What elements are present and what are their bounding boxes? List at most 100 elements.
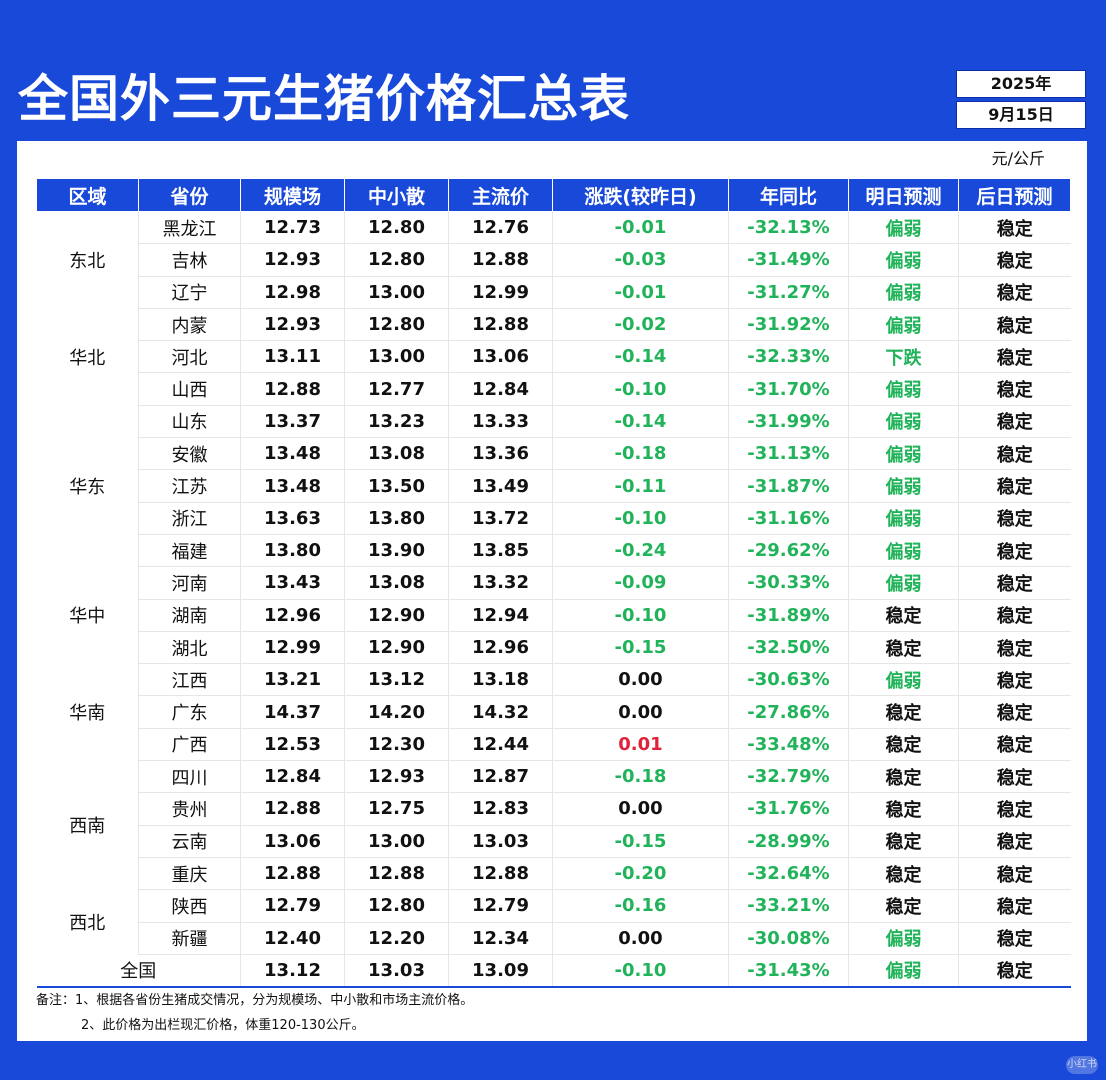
forecast-after-cell: 稳定 xyxy=(958,437,1071,471)
forecast-tomorrow-cell: 稳定 xyxy=(848,889,959,923)
small-farm-price-cell: 13.80 xyxy=(344,502,449,535)
province-cell: 河南 xyxy=(138,566,241,600)
forecast-tomorrow-cell: 偏弱 xyxy=(848,437,959,471)
forecast-after-cell: 稳定 xyxy=(958,922,1071,955)
change-cell: -0.10 xyxy=(552,599,729,632)
yoy-cell: -33.48% xyxy=(728,728,849,762)
forecast-tomorrow-cell: 偏弱 xyxy=(848,663,959,697)
header-change: 涨跌(较昨日) xyxy=(552,178,729,212)
forecast-after-cell: 稳定 xyxy=(958,825,1071,858)
table-row: 华南 江西 13.21 13.12 13.18 0.00 -30.63% 偏弱 稳定 xyxy=(37,663,1071,724)
main-price-cell: 12.88 xyxy=(448,243,553,277)
yoy-cell: -31.70% xyxy=(728,372,849,406)
region-cell: 华东 xyxy=(69,477,106,499)
province-cell: 云南 xyxy=(138,825,241,858)
main-price-cell: 13.72 xyxy=(448,502,553,535)
change-cell: -0.16 xyxy=(552,889,729,923)
table-row: 华中 河南 13.43 13.08 13.32 -0.09 -30.33% 偏弱 稳定 xyxy=(37,566,1071,627)
main-price-cell: 12.44 xyxy=(448,728,553,762)
forecast-after-cell: 稳定 xyxy=(958,566,1071,600)
change-cell: -0.18 xyxy=(552,760,729,794)
change-cell: -0.09 xyxy=(552,566,729,600)
region-cell: 华中 xyxy=(69,606,106,628)
main-price-cell: 12.84 xyxy=(448,372,553,406)
forecast-tomorrow-cell: 稳定 xyxy=(848,792,959,826)
table-row: 华北 内蒙 12.93 12.80 12.88 -0.02 -31.92% 偏弱 稳定 xyxy=(37,308,1071,369)
large-farm-price-cell: 13.12 xyxy=(240,954,345,989)
yoy-cell: -32.64% xyxy=(728,857,849,891)
main-price-cell: 13.09 xyxy=(448,954,553,989)
province-cell: 浙江 xyxy=(138,502,241,535)
small-farm-price-cell: 12.90 xyxy=(344,631,449,665)
yoy-cell: -31.16% xyxy=(728,502,849,535)
table-row: 江苏 13.48 13.50 13.49 -0.11 -31.87% 偏弱 稳定 xyxy=(37,469,1071,503)
province-cell: 江苏 xyxy=(138,469,241,503)
yoy-cell: -32.79% xyxy=(728,760,849,794)
large-farm-price-cell: 13.37 xyxy=(240,405,345,439)
change-cell: -0.15 xyxy=(552,631,729,665)
large-farm-price-cell: 12.93 xyxy=(240,243,345,277)
province-cell: 重庆 xyxy=(138,857,241,891)
small-farm-price-cell: 12.80 xyxy=(344,211,449,245)
forecast-tomorrow-cell: 偏弱 xyxy=(848,372,959,406)
table-row: 湖北 12.99 12.90 12.96 -0.15 -32.50% 稳定 稳定 xyxy=(37,631,1071,665)
main-price-cell: 12.88 xyxy=(448,308,553,342)
price-table: 区域 省份 规模场 中小散 主流价 涨跌(较昨日) 年同比 明日预测 后日预测 … xyxy=(36,178,1071,989)
main-price-cell: 13.03 xyxy=(448,825,553,858)
small-farm-price-cell: 12.20 xyxy=(344,922,449,955)
change-cell: -0.11 xyxy=(552,469,729,503)
large-farm-price-cell: 13.21 xyxy=(240,663,345,697)
note-1: 备注：1、根据各省份生猪成交情况，分为规模场、中小散和市场主流价格。 xyxy=(36,993,474,1008)
table-row: 河北 13.11 13.00 13.06 -0.14 -32.33% 下跌 稳定 xyxy=(37,340,1071,374)
yoy-cell: -31.27% xyxy=(728,276,849,309)
small-farm-price-cell: 12.90 xyxy=(344,599,449,632)
yoy-cell: -31.49% xyxy=(728,243,849,277)
small-farm-price-cell: 13.50 xyxy=(344,469,449,503)
small-farm-price-cell: 12.80 xyxy=(344,889,449,923)
province-cell: 安徽 xyxy=(138,437,241,471)
province-cell: 山东 xyxy=(138,405,241,439)
table-row: 西南 四川 12.84 12.93 12.87 -0.18 -32.79% 稳定 稳定 xyxy=(37,760,1071,837)
forecast-tomorrow-cell: 稳定 xyxy=(848,599,959,632)
total-label-cell: 全国 xyxy=(36,954,241,989)
small-farm-price-cell: 13.08 xyxy=(344,566,449,600)
forecast-tomorrow-cell: 稳定 xyxy=(848,760,959,794)
large-farm-price-cell: 12.96 xyxy=(240,599,345,632)
change-cell: -0.10 xyxy=(552,372,729,406)
table-row: 贵州 12.88 12.75 12.83 0.00 -31.76% 稳定 稳定 xyxy=(37,792,1071,826)
forecast-tomorrow-cell: 偏弱 xyxy=(848,954,959,989)
main-price-cell: 14.32 xyxy=(448,695,553,729)
forecast-tomorrow-cell: 稳定 xyxy=(848,857,959,891)
forecast-tomorrow-cell: 偏弱 xyxy=(848,469,959,503)
small-farm-price-cell: 13.90 xyxy=(344,534,449,568)
table-row: 山西 12.88 12.77 12.84 -0.10 -31.70% 偏弱 稳定 xyxy=(37,372,1071,406)
table-row: 广西 12.53 12.30 12.44 0.01 -33.48% 稳定 稳定 xyxy=(37,728,1071,762)
province-cell: 陕西 xyxy=(138,889,241,923)
table-row: 重庆 12.88 12.88 12.88 -0.20 -32.64% 稳定 稳定 xyxy=(37,857,1071,891)
unit-label: 元/公斤 xyxy=(991,149,1045,168)
yoy-cell: -31.43% xyxy=(728,954,849,989)
main-price-cell: 12.88 xyxy=(448,857,553,891)
small-farm-price-cell: 12.80 xyxy=(344,243,449,277)
yoy-cell: -27.86% xyxy=(728,695,849,729)
forecast-after-cell: 稳定 xyxy=(958,405,1071,439)
province-cell: 山西 xyxy=(138,372,241,406)
province-cell: 贵州 xyxy=(138,792,241,826)
forecast-tomorrow-cell: 稳定 xyxy=(848,728,959,762)
change-cell: 0.01 xyxy=(552,728,729,762)
large-farm-price-cell: 12.88 xyxy=(240,792,345,826)
small-farm-price-cell: 12.77 xyxy=(344,372,449,406)
small-farm-price-cell: 13.00 xyxy=(344,825,449,858)
region-cell: 西南 xyxy=(69,816,106,838)
table-row: 辽宁 12.98 13.00 12.99 -0.01 -31.27% 偏弱 稳定 xyxy=(37,276,1071,309)
main-price-cell: 12.83 xyxy=(448,792,553,826)
province-cell: 湖北 xyxy=(138,631,241,665)
forecast-after-cell: 稳定 xyxy=(958,243,1071,277)
change-cell: 0.00 xyxy=(552,695,729,729)
region-cell: 华北 xyxy=(69,347,106,369)
main-price-cell: 13.33 xyxy=(448,405,553,439)
header-large-farm: 规模场 xyxy=(240,178,345,212)
yoy-cell: -31.87% xyxy=(728,469,849,503)
region-cell: 华南 xyxy=(69,703,106,725)
province-cell: 河北 xyxy=(138,340,241,374)
